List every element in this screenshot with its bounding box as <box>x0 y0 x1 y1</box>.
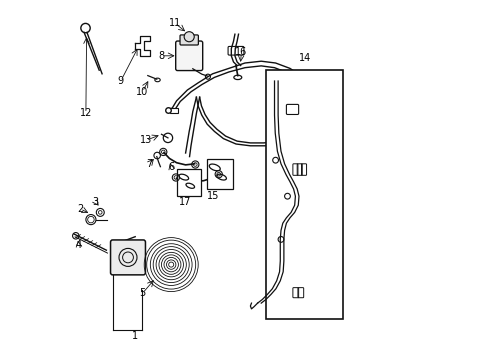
Bar <box>170 108 178 113</box>
Text: 17: 17 <box>179 197 192 207</box>
Text: 2: 2 <box>77 204 83 214</box>
Circle shape <box>184 32 194 42</box>
Text: 5: 5 <box>139 288 146 298</box>
Text: 15: 15 <box>207 191 220 201</box>
FancyBboxPatch shape <box>176 41 203 71</box>
Text: 10: 10 <box>136 87 148 97</box>
Text: 6: 6 <box>168 162 174 172</box>
Text: 13: 13 <box>140 135 152 145</box>
FancyBboxPatch shape <box>111 240 146 275</box>
Text: 4: 4 <box>75 240 82 250</box>
FancyBboxPatch shape <box>180 35 198 45</box>
Text: 7: 7 <box>147 159 153 169</box>
Text: 14: 14 <box>298 53 311 63</box>
Text: 11: 11 <box>169 18 181 28</box>
Text: 12: 12 <box>80 108 92 118</box>
Bar <box>207 159 233 189</box>
Text: 1: 1 <box>132 330 138 341</box>
Text: 9: 9 <box>118 76 124 86</box>
Text: 8: 8 <box>158 51 165 61</box>
Text: 16: 16 <box>235 47 247 57</box>
Bar <box>176 169 201 196</box>
Bar <box>266 70 343 319</box>
Text: 3: 3 <box>93 197 98 207</box>
